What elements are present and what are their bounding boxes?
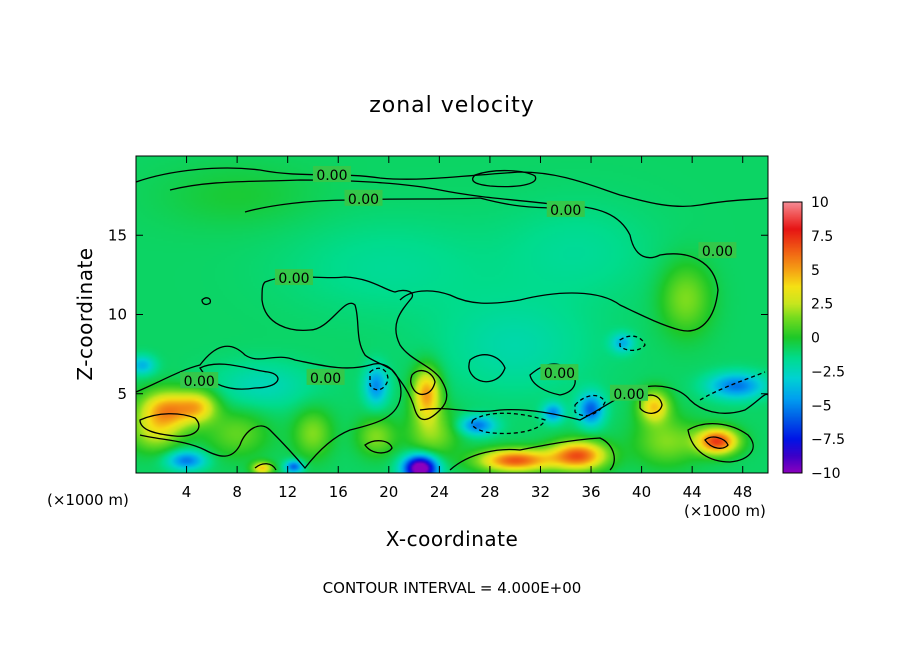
zero-contour: [574, 394, 606, 417]
x-tick-label: 28: [480, 483, 499, 501]
zero-contour: [169, 179, 719, 332]
contour-label-layer: 0.000.000.000.000.000.000.000.000.00: [180, 166, 737, 403]
contour-label: 0.00: [609, 384, 648, 403]
contour-label: 0.00: [312, 166, 351, 184]
contour-label: 0.00: [180, 372, 219, 390]
contour-label: 0.00: [540, 364, 579, 382]
x-tick-label: 12: [278, 483, 297, 501]
y-axis-label: Z-coordinate: [73, 247, 97, 380]
contour-label-background: [275, 269, 313, 286]
contour-label-text: 0.00: [278, 271, 309, 287]
contour-label-text: 0.00: [702, 244, 733, 260]
chart-title: zonal velocity: [369, 93, 535, 118]
zero-contour: [687, 423, 754, 463]
contour-label-background: [609, 384, 648, 401]
contour-label-background: [180, 372, 219, 389]
contour-label-background: [546, 200, 585, 217]
x-axis-label: X-coordinate: [386, 527, 519, 551]
x-tick-label: 44: [683, 483, 702, 501]
x-unit-left: (×1000 m): [47, 491, 129, 509]
x-tick-label: 20: [379, 483, 398, 501]
x-tick-label: 48: [733, 483, 752, 501]
contour-label-background: [306, 368, 345, 385]
zero-contour: [136, 345, 402, 470]
zero-contour: [704, 436, 729, 449]
zero-contour: [139, 413, 200, 437]
colorbar-tick-label: 5: [811, 263, 820, 279]
contour-label-text: 0.00: [310, 371, 341, 387]
y-tick-label: 5: [117, 385, 127, 403]
colorbar-ticks: 10 7.5 5 2.5 0 −2.5 −5 −7.5 −10: [811, 195, 845, 482]
colorbar-tick-label: 0: [811, 331, 820, 347]
contour-label-background: [540, 364, 579, 381]
zero-contour: [199, 363, 279, 390]
axis-ticks: [136, 156, 768, 473]
zero-contour: [471, 412, 546, 435]
x-tick-label: 4: [182, 483, 192, 501]
y-tick-label: 10: [108, 306, 127, 324]
colorbar-tick-label: −10: [811, 466, 841, 482]
zero-contour: [254, 463, 277, 471]
zero-contour: [201, 297, 212, 306]
zero-contour: [468, 354, 506, 383]
x-tick-label: 36: [581, 483, 600, 501]
x-unit-right: (×1000 m): [684, 502, 766, 520]
x-tick-label: 40: [632, 483, 651, 501]
zero-contour: [472, 169, 537, 188]
colorbar: 10 7.5 5 2.5 0 −2.5 −5 −7.5 −10: [782, 195, 845, 482]
contour-label-text: 0.00: [613, 387, 644, 403]
y-axis: 5 10 15: [108, 226, 127, 403]
colorbar-gradient: [783, 202, 802, 473]
contour-label-background: [344, 189, 383, 206]
y-tick-label: 15: [108, 226, 127, 244]
contour-label-background: [698, 242, 737, 259]
colorbar-tick-label: −2.5: [811, 364, 845, 380]
zero-contour: [639, 394, 663, 414]
zero-contour: [136, 167, 768, 208]
contour-label: 0.00: [306, 368, 345, 387]
contour-label-text: 0.00: [316, 168, 347, 184]
zero-contour: [369, 367, 389, 391]
x-tick-label: 8: [232, 483, 242, 501]
colorbar-tick-label: −5: [811, 398, 832, 414]
x-tick-label: 16: [329, 483, 348, 501]
zero-contour: [261, 276, 448, 421]
contour-label: 0.00: [344, 189, 383, 208]
colorbar-tick-label: 7.5: [811, 229, 833, 245]
x-axis: 4 8 12 16 20 24 28 32 36 40 44 48: [182, 483, 752, 501]
zero-contour: [619, 335, 646, 352]
zero-contour: [449, 437, 615, 471]
contour-label-text: 0.00: [348, 192, 379, 208]
colorbar-frame: [782, 201, 803, 474]
contour-label-text: 0.00: [544, 366, 575, 382]
contour-label: 0.00: [275, 269, 313, 287]
velocity-field: [136, 156, 768, 473]
zero-contour: [529, 363, 576, 396]
colorbar-tick-label: 2.5: [811, 297, 833, 313]
x-tick-label: 24: [430, 483, 449, 501]
zero-contour: [364, 440, 393, 454]
colorbar-tick-label: −7.5: [811, 432, 845, 448]
contour-label: 0.00: [698, 242, 737, 260]
plot-area: 0.000.000.000.000.000.000.000.000.00: [135, 155, 769, 474]
colorbar-tick-label: 10: [811, 195, 829, 211]
zero-contour: [699, 371, 766, 401]
x-tick-label: 32: [531, 483, 550, 501]
contour-interval-note: CONTOUR INTERVAL = 4.000E+00: [323, 579, 582, 597]
contour-label: 0.00: [546, 200, 585, 219]
zero-contour: [244, 197, 561, 213]
zero-contour: [410, 369, 436, 396]
contour-label-text: 0.00: [550, 203, 581, 219]
contour-label-text: 0.00: [184, 374, 215, 390]
contour-label-background: [312, 166, 351, 183]
